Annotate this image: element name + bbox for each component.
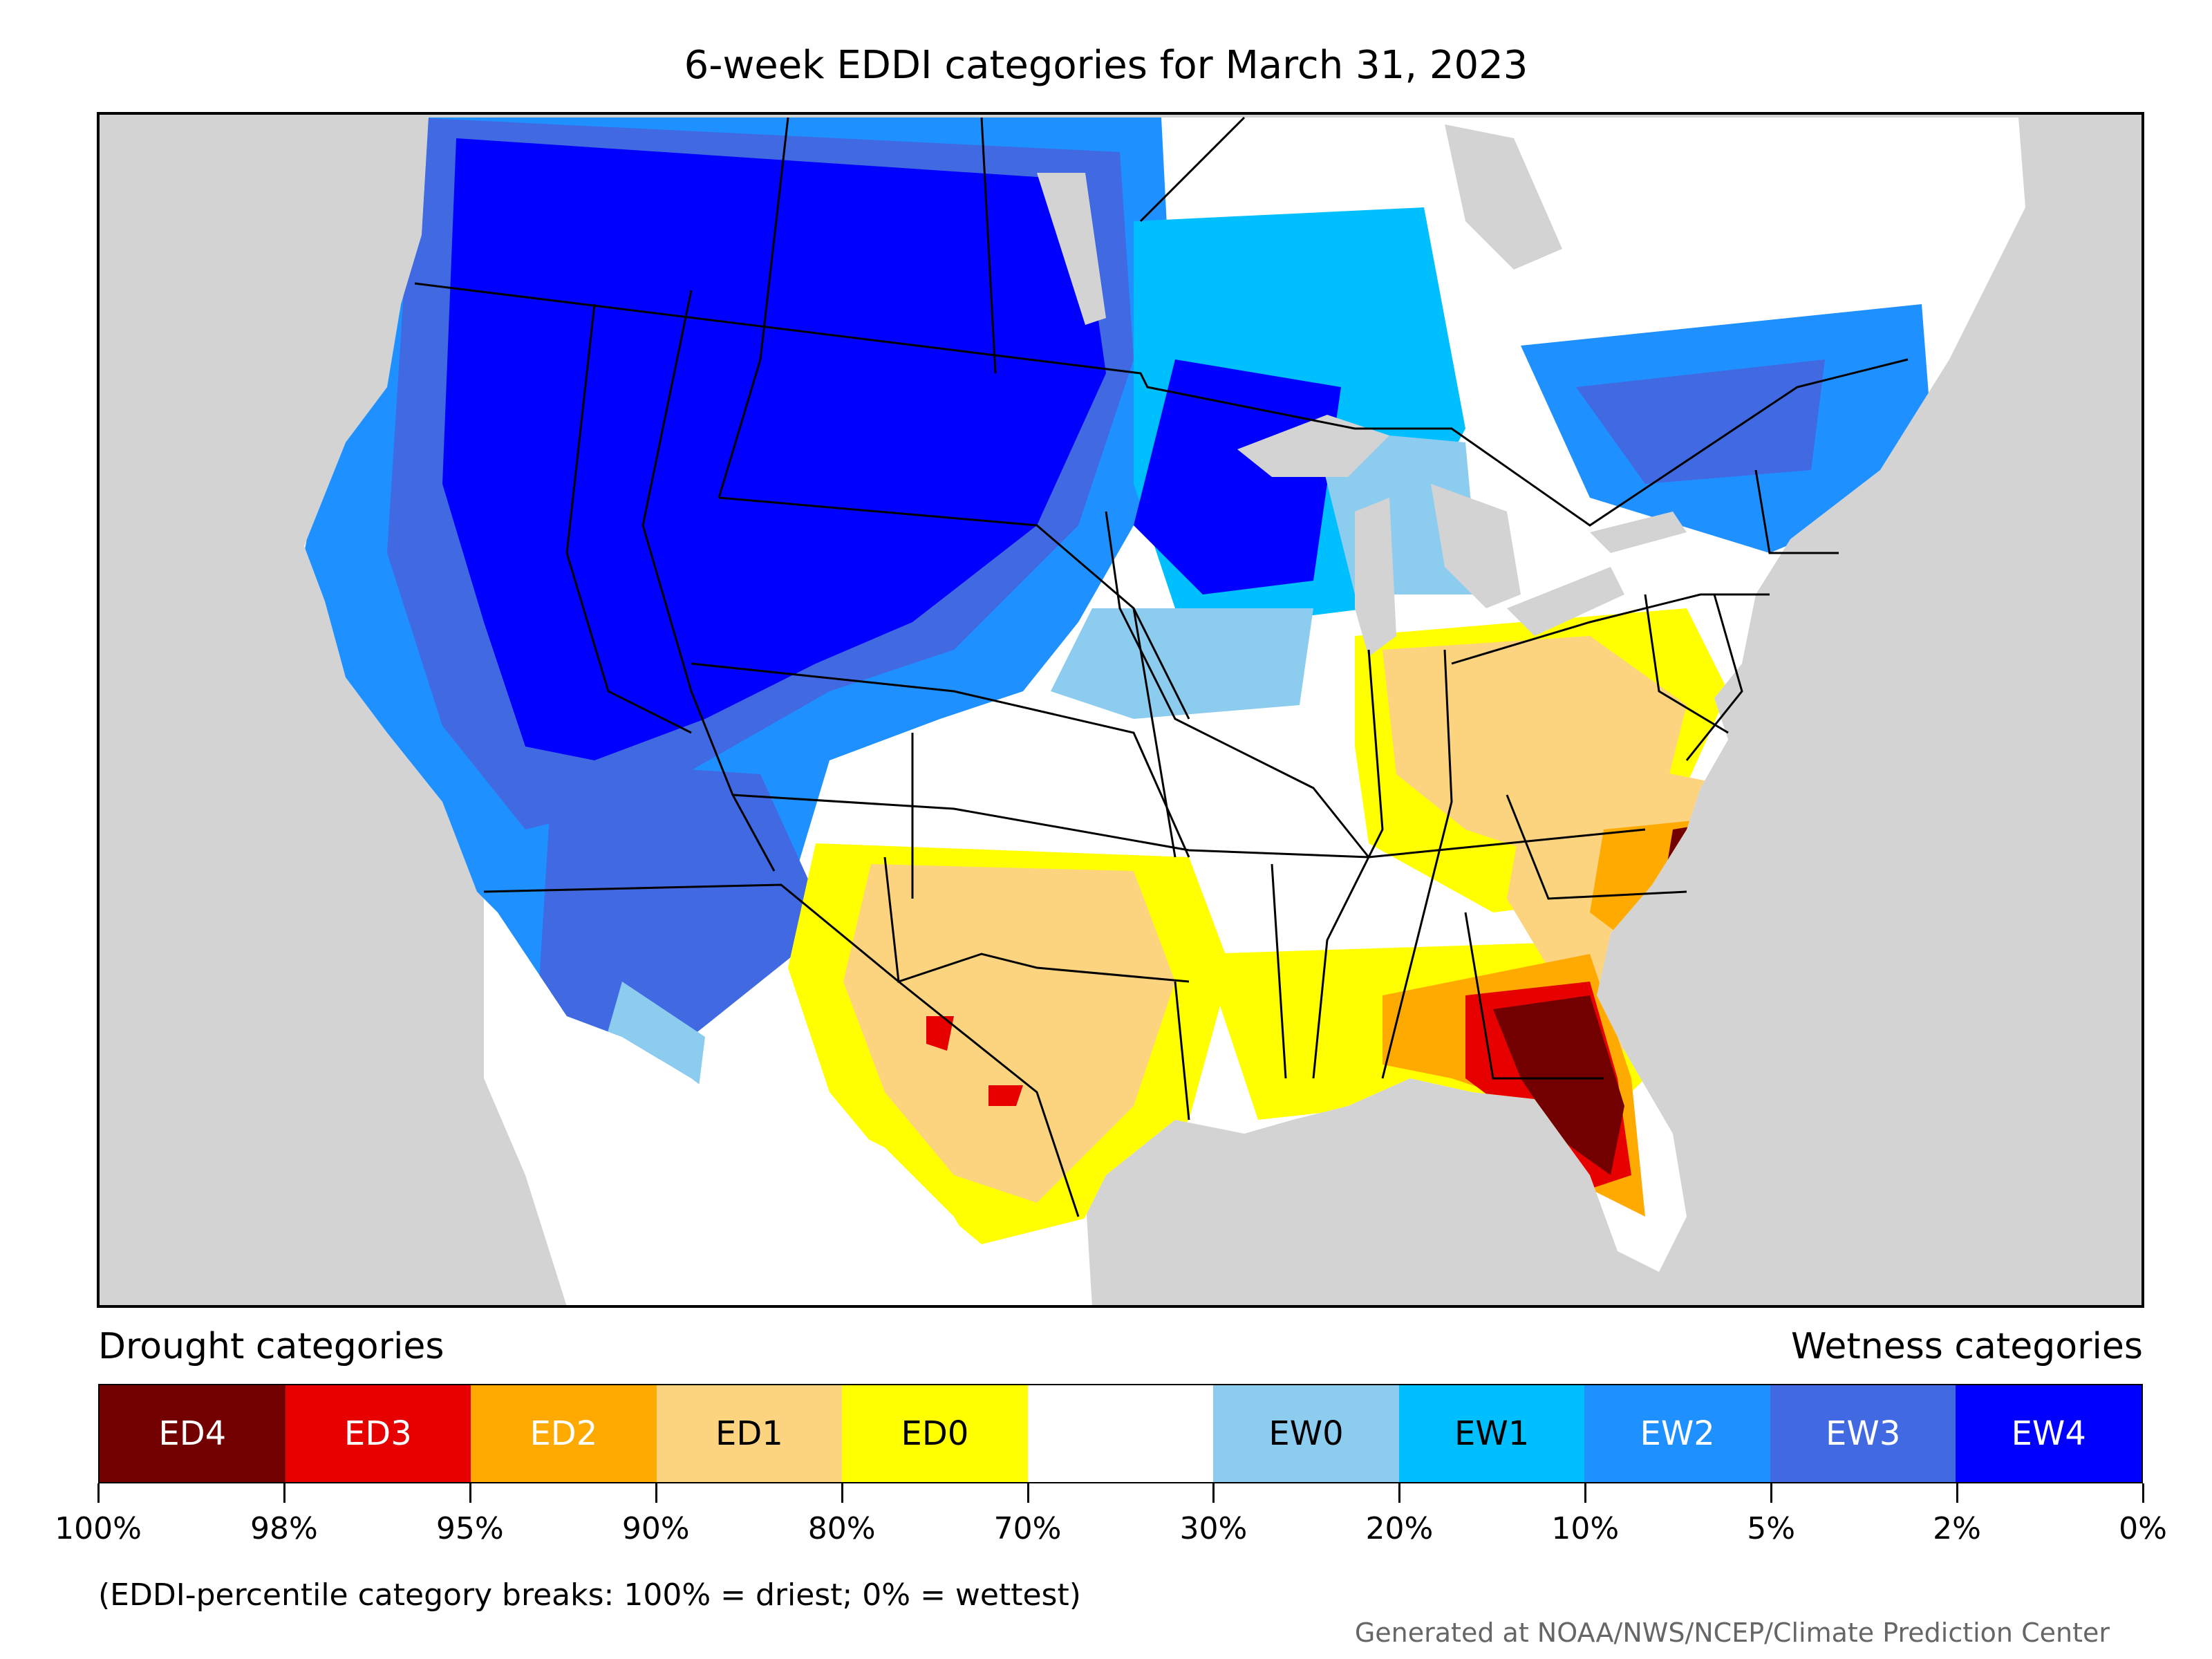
- colorbar-tick: [469, 1483, 471, 1503]
- drought-categories-heading: Drought categories: [98, 1326, 444, 1367]
- tick-label-2: 95%: [435, 1511, 504, 1546]
- colorbar-tick: [1770, 1483, 1773, 1503]
- colorbar-tick: [1956, 1483, 1959, 1503]
- tick-label-5: 70%: [993, 1511, 1062, 1546]
- colorbar-tick: [1584, 1483, 1587, 1503]
- category-colorbar: ED4 ED3 ED2 ED1 ED0 EW0 EW1 EW2 EW3 EW4: [98, 1384, 2143, 1483]
- category-box-ew0: EW0: [1213, 1385, 1399, 1482]
- tick-label-11: 0%: [2119, 1511, 2167, 1546]
- category-box-ew1: EW1: [1398, 1385, 1585, 1482]
- eddi-map: [97, 112, 2144, 1308]
- tick-label-7: 20%: [1365, 1511, 1434, 1546]
- tick-label-8: 10%: [1551, 1511, 1620, 1546]
- source-credit: Generated at NOAA/NWS/NCEP/Climate Predi…: [1354, 1618, 2110, 1648]
- colorbar-tick: [655, 1483, 657, 1503]
- colorbar-tick: [97, 1483, 100, 1503]
- category-box-normal: [1027, 1385, 1214, 1482]
- colorbar-tick: [283, 1483, 285, 1503]
- tick-label-4: 80%: [807, 1511, 876, 1546]
- category-box-ew4: EW4: [1956, 1385, 2142, 1482]
- colorbar-tick: [1398, 1483, 1401, 1503]
- tick-label-1: 98%: [250, 1511, 318, 1546]
- colorbar-tick: [1027, 1483, 1029, 1503]
- colorbar-tick: [1212, 1483, 1215, 1503]
- colorbar-ticks: [97, 1483, 2144, 1504]
- tick-label-6: 30%: [1179, 1511, 1248, 1546]
- wetness-categories-heading: Wetness categories: [1791, 1326, 2143, 1367]
- category-breaks-footnote: (EDDI-percentile category breaks: 100% =…: [98, 1577, 1081, 1613]
- category-box-ew2: EW2: [1584, 1385, 1770, 1482]
- category-box-ew3: EW3: [1770, 1385, 1956, 1482]
- tick-label-10: 2%: [1933, 1511, 1981, 1546]
- tick-label-0: 100%: [55, 1511, 142, 1546]
- category-box-ed4: ED4: [100, 1385, 285, 1482]
- map-title: 6-week EDDI categories for March 31, 202…: [684, 43, 1528, 88]
- category-box-ed2: ED2: [471, 1385, 657, 1482]
- tick-label-9: 5%: [1747, 1511, 1796, 1546]
- category-box-ed0: ED0: [842, 1385, 1028, 1482]
- category-box-ed3: ED3: [285, 1385, 471, 1482]
- colorbar-tick: [841, 1483, 843, 1503]
- colorbar-tick: [2142, 1483, 2144, 1503]
- category-box-ed1: ED1: [656, 1385, 843, 1482]
- tick-label-3: 90%: [621, 1511, 690, 1546]
